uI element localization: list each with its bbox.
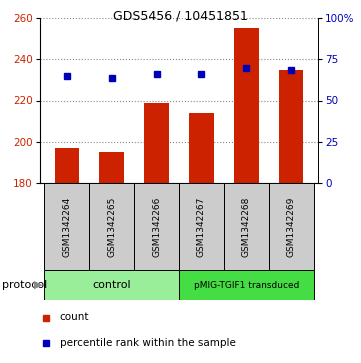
Text: GDS5456 / 10451851: GDS5456 / 10451851 [113,9,248,22]
Text: GSM1342266: GSM1342266 [152,196,161,257]
Text: control: control [92,280,131,290]
Bar [224,183,269,270]
Bar [89,183,134,270]
Bar [44,270,179,300]
Text: ▶: ▶ [34,280,42,290]
Bar [179,270,313,300]
Bar [234,28,258,183]
Bar [99,152,124,183]
Text: GSM1342269: GSM1342269 [287,196,296,257]
Bar [134,183,179,270]
Text: GSM1342267: GSM1342267 [197,196,206,257]
Bar [44,183,89,270]
Bar [144,103,169,183]
Text: pMIG-TGIF1 transduced: pMIG-TGIF1 transduced [193,281,299,290]
Bar [269,183,313,270]
Text: count: count [60,313,89,322]
Text: percentile rank within the sample: percentile rank within the sample [60,338,235,347]
Text: GSM1342265: GSM1342265 [107,196,116,257]
Bar [55,148,79,183]
Text: GSM1342268: GSM1342268 [242,196,251,257]
Bar [189,113,214,183]
Bar [279,70,304,183]
Text: GSM1342264: GSM1342264 [62,196,71,257]
Text: protocol: protocol [2,280,47,290]
Bar [179,183,224,270]
